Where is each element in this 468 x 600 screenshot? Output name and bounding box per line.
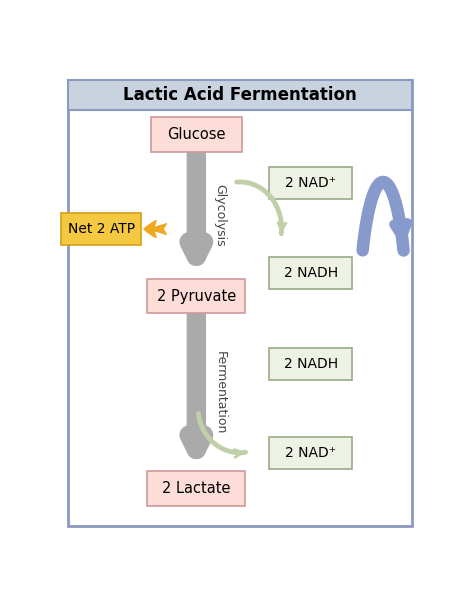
Text: 2 Lactate: 2 Lactate [162,481,231,496]
FancyBboxPatch shape [67,80,412,110]
FancyBboxPatch shape [269,257,352,289]
FancyBboxPatch shape [61,214,141,245]
FancyBboxPatch shape [147,472,245,506]
Text: 2 Pyruvate: 2 Pyruvate [157,289,236,304]
FancyBboxPatch shape [147,279,245,313]
FancyBboxPatch shape [151,117,241,152]
FancyBboxPatch shape [269,437,352,469]
Text: Glucose: Glucose [167,127,226,142]
Text: Lactic Acid Fermentation: Lactic Acid Fermentation [123,86,357,104]
FancyBboxPatch shape [269,167,352,199]
Text: Net 2 ATP: Net 2 ATP [68,222,135,236]
Text: 2 NAD⁺: 2 NAD⁺ [285,446,336,460]
Text: 2 NADH: 2 NADH [284,266,337,280]
FancyBboxPatch shape [67,80,412,526]
Text: Fermentation: Fermentation [213,351,227,434]
Text: Glycolysis: Glycolysis [213,184,227,247]
Text: 2 NADH: 2 NADH [284,357,337,371]
FancyBboxPatch shape [269,348,352,380]
Text: 2 NAD⁺: 2 NAD⁺ [285,176,336,190]
